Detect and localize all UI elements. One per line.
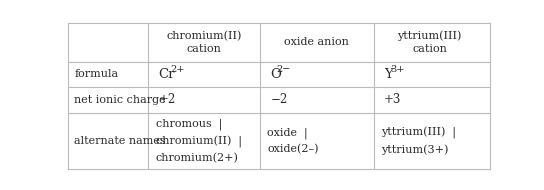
- Text: net ionic charge: net ionic charge: [75, 95, 166, 105]
- Text: yttrium(III)  |
yttrium(3+): yttrium(III) | yttrium(3+): [381, 127, 456, 155]
- Text: chromous  |
chromium(II)  |
chromium(2+): chromous | chromium(II) | chromium(2+): [156, 119, 242, 163]
- Text: yttrium(III)
cation: yttrium(III) cation: [397, 31, 462, 54]
- Text: alternate names: alternate names: [75, 136, 166, 146]
- Text: formula: formula: [75, 69, 119, 79]
- Text: 2+: 2+: [170, 65, 185, 74]
- Text: +2: +2: [159, 93, 176, 106]
- Text: oxide  |
oxide(2–): oxide | oxide(2–): [268, 127, 319, 154]
- Text: Y: Y: [384, 68, 393, 81]
- Text: 3+: 3+: [390, 65, 405, 74]
- Text: oxide anion: oxide anion: [285, 37, 349, 47]
- Text: Cr: Cr: [159, 68, 175, 81]
- Text: O: O: [270, 68, 281, 81]
- Text: 2−: 2−: [276, 65, 290, 74]
- Text: +3: +3: [384, 93, 401, 106]
- Text: −2: −2: [270, 93, 288, 106]
- Text: chromium(II)
cation: chromium(II) cation: [166, 31, 242, 54]
